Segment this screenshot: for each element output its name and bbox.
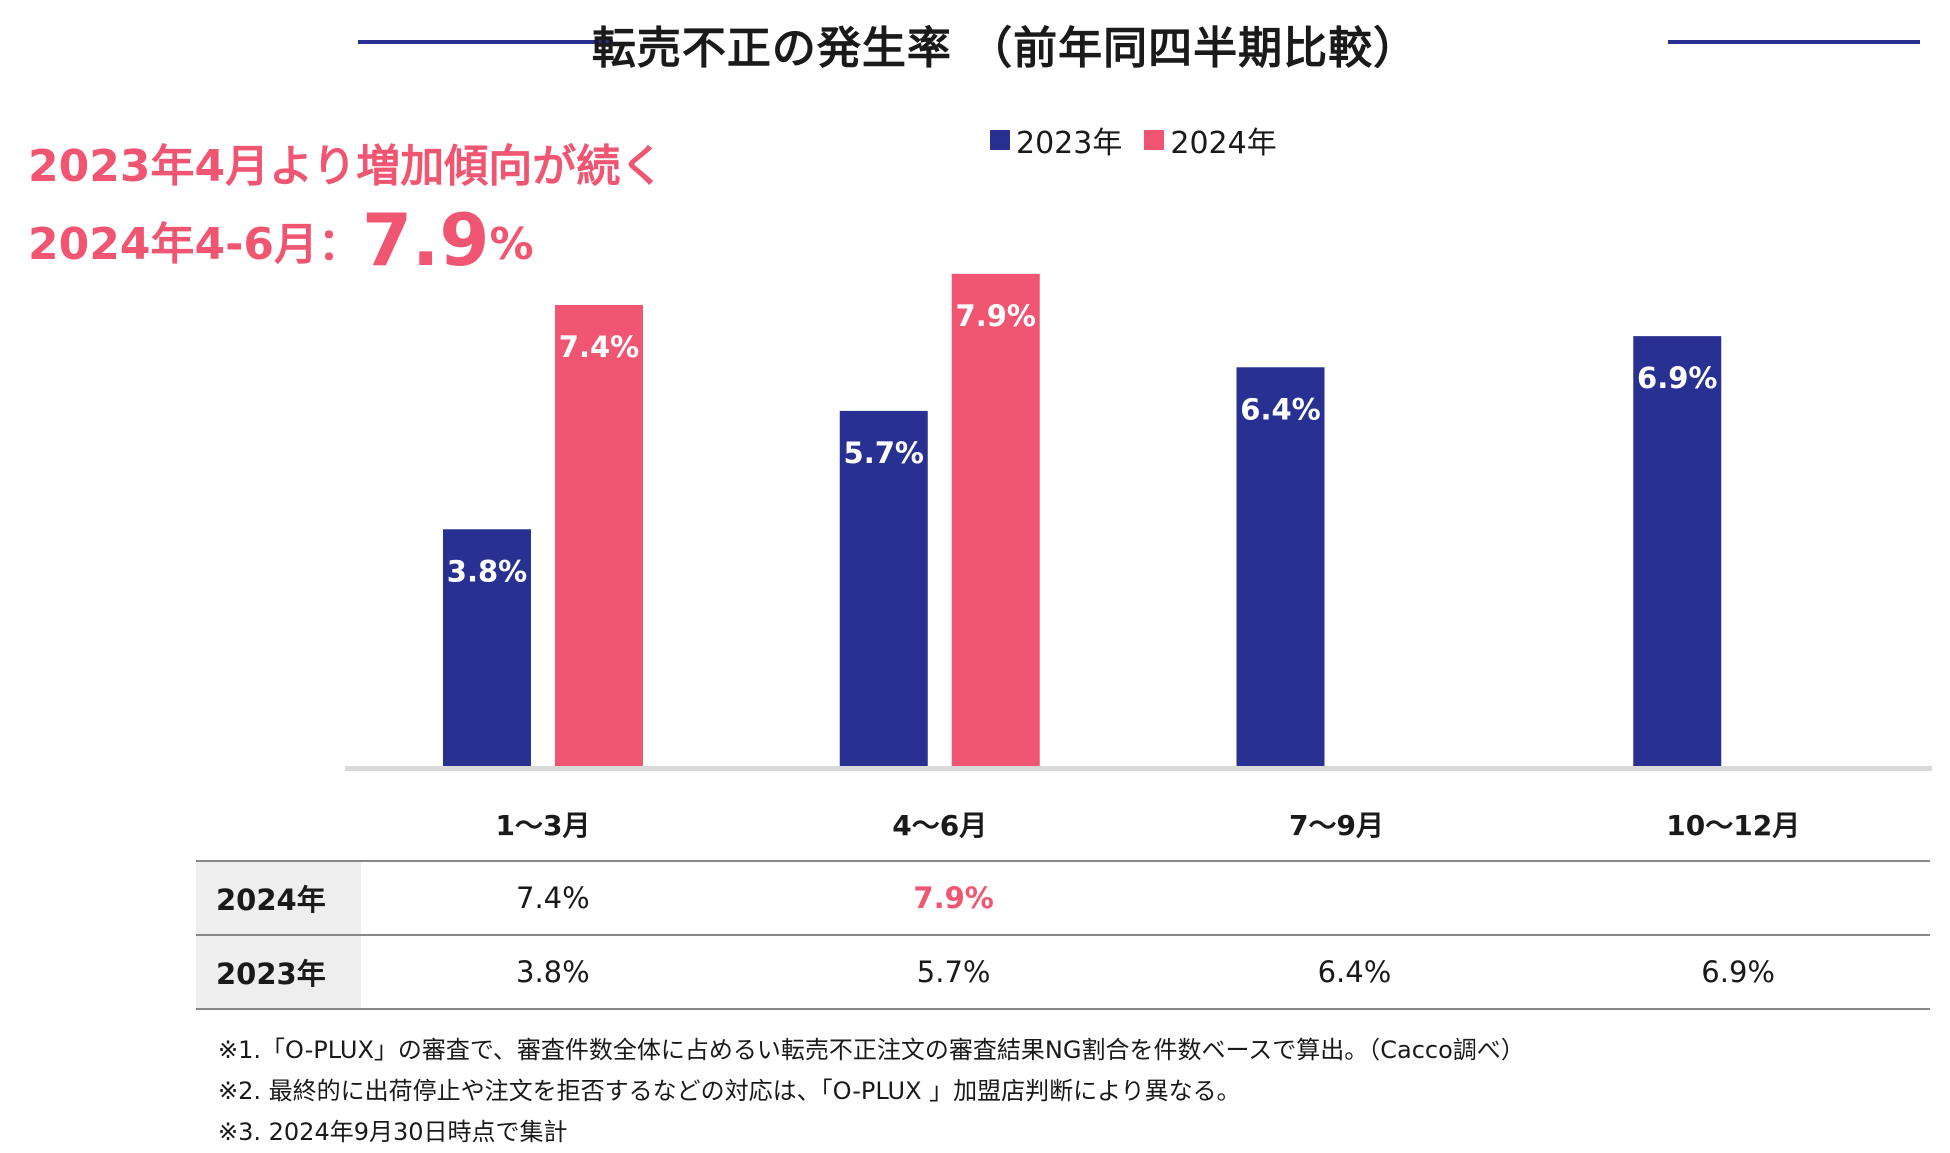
bar-2023年-1〜3月 bbox=[443, 529, 531, 766]
bar-2024年-4〜6月 bbox=[951, 273, 1040, 766]
table-row-label: 2024年 bbox=[196, 860, 361, 936]
table-row-2023: 2023年 3.8% 5.7% 6.4% 6.9% bbox=[196, 934, 1930, 1010]
data-label: 6.4% bbox=[1240, 392, 1320, 426]
highlight-number: 7.9 bbox=[361, 198, 490, 282]
footnote-2: ※2. 最終的に出荷停止や注文を拒否するなどの対応は、「O-PLUX 」加盟店判… bbox=[218, 1077, 1241, 1105]
highlight-trend: 2023年4月より増加傾向が続く bbox=[28, 141, 665, 192]
table-cell: 6.4% bbox=[1162, 934, 1547, 1010]
chart-legend: 2023年 2024年 bbox=[990, 118, 1277, 162]
legend-swatch-2024 bbox=[1144, 130, 1165, 150]
bar-2023年-4〜6月 bbox=[839, 410, 928, 766]
highlight-value: 2024年4-6月：7.9% bbox=[28, 198, 534, 282]
data-label: 6.9% bbox=[1637, 361, 1717, 395]
legend-swatch-2023 bbox=[990, 130, 1010, 150]
highlight-unit: % bbox=[489, 219, 534, 270]
footnote-3: ※3. 2024年9月30日時点で集計 bbox=[218, 1118, 568, 1146]
title-rule-right bbox=[1668, 40, 1920, 44]
data-label: 5.7% bbox=[844, 436, 924, 470]
chart-title: 転売不正の発生率 （前年同四半期比較） bbox=[591, 23, 1419, 74]
data-table: 2024年 7.4% 7.9% 2023年 3.8% 5.7% 6.4% 6.9… bbox=[196, 860, 1930, 1010]
table-row-2024: 2024年 7.4% 7.9% bbox=[196, 860, 1930, 936]
table-cell: 3.8% bbox=[361, 934, 745, 1010]
legend-label-2024: 2024年 bbox=[1170, 126, 1277, 161]
legend-label-2023: 2023年 bbox=[1016, 126, 1123, 161]
data-label: 7.4% bbox=[559, 330, 639, 364]
title-rule-left bbox=[358, 40, 613, 44]
data-label: 7.9% bbox=[956, 299, 1036, 333]
table-cell: 6.9% bbox=[1546, 934, 1930, 1010]
footnotes: ※1.「O-PLUX」の審査で、審査件数全体に占めるい転売不正注文の審査結果NG… bbox=[218, 1030, 1525, 1153]
table-cell bbox=[1546, 860, 1930, 936]
bar-2024年-1〜3月 bbox=[555, 304, 643, 766]
x-axis-line bbox=[345, 766, 1932, 771]
x-tick-label: 1〜3月 bbox=[496, 809, 591, 842]
table-cell-highlight: 7.9% bbox=[744, 860, 1163, 936]
table-row-label: 2023年 bbox=[196, 934, 361, 1010]
legend-item-2023: 2023年 bbox=[990, 118, 1122, 162]
x-tick-label: 4〜6月 bbox=[892, 809, 987, 842]
x-tick-label: 10〜12月 bbox=[1666, 809, 1800, 842]
highlight-prefix: 2024年4-6月： bbox=[28, 219, 362, 270]
bar-2023年-7〜9月 bbox=[1236, 367, 1325, 766]
x-tick-label: 7〜9月 bbox=[1289, 809, 1384, 842]
footnote-1: ※1.「O-PLUX」の審査で、審査件数全体に占めるい転売不正注文の審査結果NG… bbox=[218, 1036, 1525, 1064]
table-cell bbox=[1162, 860, 1547, 936]
bar-2023年-10〜12月 bbox=[1633, 336, 1722, 766]
legend-item-2024: 2024年 bbox=[1144, 118, 1277, 162]
data-label: 3.8% bbox=[447, 554, 527, 588]
bar-chart: 3.8% 7.4% 1〜3月 5.7% 7.9% 4〜6月 6.4% 7〜9月 6.9% 10〜1… bbox=[345, 273, 1932, 842]
table-cell: 5.7% bbox=[744, 934, 1163, 1010]
table-cell: 7.4% bbox=[361, 860, 745, 936]
